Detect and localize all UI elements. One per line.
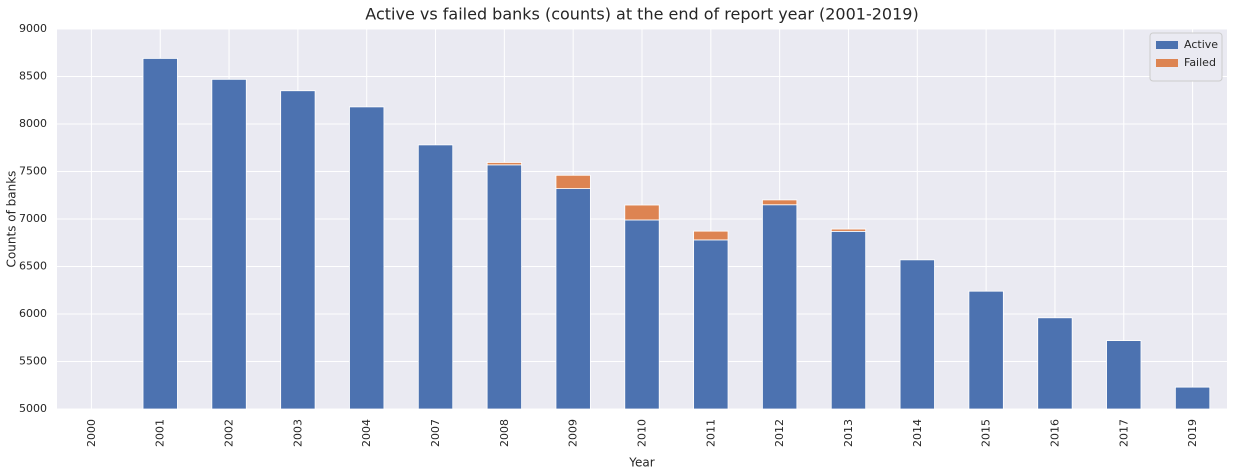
bar-segment xyxy=(280,90,316,410)
x-tick-label: 2016 xyxy=(1048,419,1061,447)
y-tick-label: 5000 xyxy=(19,402,47,415)
bar-segment xyxy=(417,144,454,410)
x-tick-label: 2004 xyxy=(360,419,373,447)
bar-segment xyxy=(555,188,591,410)
bar-segment xyxy=(1106,340,1142,410)
bar-segment xyxy=(555,174,591,190)
x-tick-label: 2002 xyxy=(223,419,236,447)
bars xyxy=(142,58,1211,410)
bar-segment xyxy=(624,219,660,410)
chart-title: Active vs failed banks (counts) at the e… xyxy=(365,5,918,24)
bar-segment xyxy=(211,78,247,410)
x-tick-label: 2014 xyxy=(911,419,924,447)
bar-segment xyxy=(968,290,1004,410)
x-tick-label: 2011 xyxy=(704,419,717,447)
x-tick-label: 2009 xyxy=(567,419,580,447)
bar-segment xyxy=(830,228,867,232)
bar-segment xyxy=(830,230,867,410)
bar-segment xyxy=(762,204,798,410)
y-tick-label: 7000 xyxy=(19,212,47,225)
x-tick-label: 2019 xyxy=(1186,419,1199,447)
x-tick-label: 2000 xyxy=(85,419,98,447)
y-tick-label: 8500 xyxy=(19,70,47,83)
x-tick-label: 2010 xyxy=(636,419,649,447)
x-tick-label: 2012 xyxy=(773,419,786,447)
y-tick-label: 6000 xyxy=(19,307,47,320)
bar-segment xyxy=(142,58,178,410)
bar-segment xyxy=(1037,317,1073,410)
bar-segment xyxy=(486,164,522,410)
y-tick-label: 8000 xyxy=(19,117,47,130)
bar-segment xyxy=(349,106,385,410)
x-tick-label: 2015 xyxy=(980,419,993,447)
bar-segment xyxy=(762,199,798,206)
legend-label: Active xyxy=(1184,38,1218,51)
x-tick-label: 2001 xyxy=(154,419,167,447)
bar-segment xyxy=(486,162,522,166)
x-tick-label: 2003 xyxy=(291,419,304,447)
bar-segment xyxy=(1174,386,1211,410)
bar-segment xyxy=(693,230,729,241)
x-tick-label: 2017 xyxy=(1117,419,1130,447)
bar-segment xyxy=(693,239,729,410)
y-tick-label: 5500 xyxy=(19,355,47,368)
y-tick-label: 9000 xyxy=(19,22,47,35)
y-tick-label: 7500 xyxy=(19,165,47,178)
legend-label: Failed xyxy=(1184,56,1216,69)
legend-swatch xyxy=(1156,41,1178,49)
y-tick-label: 6500 xyxy=(19,260,47,273)
legend: Active Failed xyxy=(1149,32,1223,82)
bar-segment xyxy=(624,204,660,221)
legend-swatch xyxy=(1156,59,1178,67)
bar-segment xyxy=(899,259,935,410)
x-axis-label: Year xyxy=(628,456,654,470)
x-tick-label: 2008 xyxy=(498,419,511,447)
x-tick-label: 2013 xyxy=(842,419,855,447)
x-tick-label: 2007 xyxy=(429,419,442,447)
y-axis-label: Counts of banks xyxy=(5,171,19,268)
